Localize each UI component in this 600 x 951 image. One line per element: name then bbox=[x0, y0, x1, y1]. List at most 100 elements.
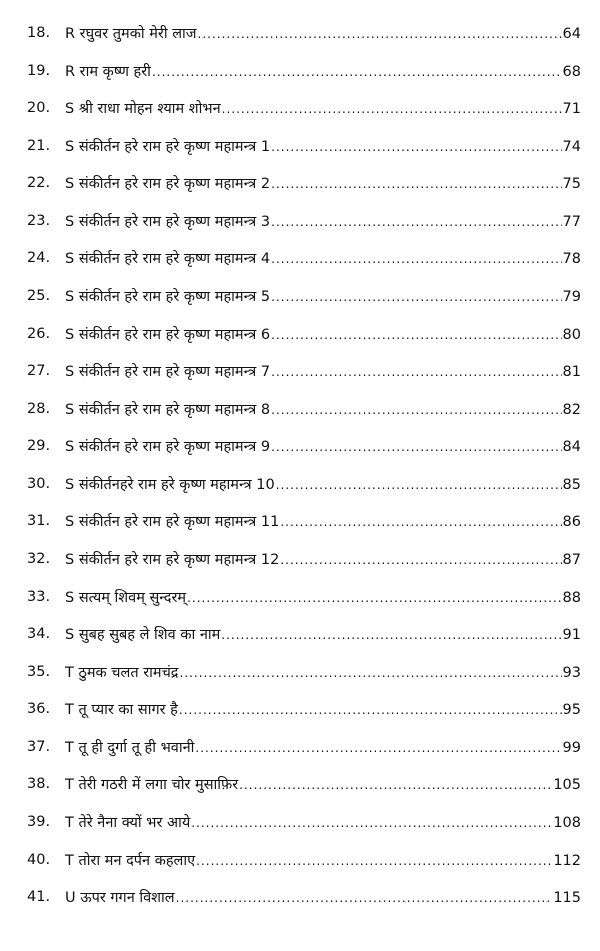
entry-page-number: 74 bbox=[562, 138, 581, 155]
entry-title: S संकीर्तन हरे राम हरे कृष्ण महामन्त्र 1 bbox=[65, 138, 271, 155]
entry-line: S संकीर्तनहरे राम हरे कृष्ण महामन्त्र 10… bbox=[65, 474, 581, 494]
toc-entry: 27. S संकीर्तन हरे राम हरे कृष्ण महामन्त्… bbox=[0, 356, 600, 386]
entry-page-number: 71 bbox=[562, 101, 581, 118]
dot-leader bbox=[271, 290, 561, 304]
entry-number: 41. bbox=[27, 889, 51, 906]
entry-number: 36. bbox=[27, 701, 51, 718]
entry-title: R राम कृष्ण हरी bbox=[65, 63, 151, 80]
entry-title: T तोरा मन दर्पन कहलाए bbox=[65, 852, 196, 869]
entry-number: 18. bbox=[27, 25, 51, 41]
dot-leader bbox=[152, 65, 562, 79]
dot-leader bbox=[198, 27, 562, 41]
dot-leader bbox=[271, 252, 561, 266]
toc-entry: 20. S श्री राधा मोहन श्याम शोभन 71 bbox=[0, 93, 600, 123]
entry-line: S संकीर्तन हरे राम हरे कृष्ण महामन्त्र 7… bbox=[65, 361, 581, 381]
entry-title: S संकीर्तन हरे राम हरे कृष्ण महामन्त्र 1… bbox=[65, 514, 280, 531]
entry-line: T तोरा मन दर्पन कहलाए 112 bbox=[65, 850, 581, 870]
entry-page-number: 95 bbox=[562, 702, 581, 719]
dot-leader bbox=[271, 177, 561, 191]
entry-line: T ठुमक चलत रामचंद्र 93 bbox=[65, 662, 581, 682]
toc-entry: 19. R राम कृष्ण हरी 68 bbox=[0, 56, 600, 86]
dot-leader bbox=[179, 703, 562, 717]
entry-page-number: 108 bbox=[553, 814, 581, 831]
entry-line: S सुबह सुबह ले शिव का नाम 91 bbox=[65, 624, 581, 644]
toc-entry: 28. S संकीर्तन हरे राम हरे कृष्ण महामन्त्… bbox=[0, 394, 600, 424]
dot-leader bbox=[222, 102, 562, 116]
entry-title: S संकीर्तनहरे राम हरे कृष्ण महामन्त्र 10 bbox=[65, 476, 275, 493]
entry-number: 25. bbox=[27, 287, 51, 304]
entry-number: 33. bbox=[27, 588, 51, 605]
dot-leader bbox=[271, 440, 561, 454]
entry-title: S सुबह सुबह ले शिव का नाम bbox=[65, 627, 221, 644]
dot-leader bbox=[179, 666, 561, 680]
toc-entry: 37. T तू ही दुर्गा तू ही भवानी 99 bbox=[0, 732, 600, 762]
dot-leader bbox=[187, 591, 561, 605]
dot-leader bbox=[239, 778, 552, 792]
entry-page-number: 88 bbox=[562, 589, 581, 606]
entry-number: 26. bbox=[27, 325, 51, 342]
entry-title: S श्री राधा मोहन श्याम शोभन bbox=[65, 101, 221, 118]
dot-leader bbox=[176, 891, 553, 905]
entry-page-number: 115 bbox=[553, 890, 581, 907]
entry-page-number: 86 bbox=[562, 514, 581, 531]
entry-title: S संकीर्तन हरे राम हरे कृष्ण महामन्त्र 1… bbox=[65, 551, 280, 568]
toc-entry: 18. R रघुवर तुमको मेरी लाज 64 bbox=[0, 18, 600, 48]
entry-line: T तू ही दुर्गा तू ही भवानी 99 bbox=[65, 737, 581, 757]
entry-page-number: 105 bbox=[553, 777, 581, 794]
entry-page-number: 77 bbox=[562, 213, 581, 230]
toc-entry: 41. U ऊपर गगन विशाल 115 bbox=[0, 882, 600, 912]
entry-page-number: 82 bbox=[562, 401, 581, 418]
entry-number: 27. bbox=[27, 363, 51, 380]
entry-title: S संकीर्तन हरे राम हरे कृष्ण महामन्त्र 5 bbox=[65, 288, 271, 305]
entry-line: S संकीर्तन हरे राम हरे कृष्ण महामन्त्र 5… bbox=[65, 286, 581, 306]
entry-number: 35. bbox=[27, 663, 51, 680]
entry-page-number: 68 bbox=[562, 63, 581, 80]
entry-number: 24. bbox=[27, 250, 51, 267]
entry-title: S संकीर्तन हरे राम हरे कृष्ण महामन्त्र 4 bbox=[65, 251, 271, 268]
entry-title: S सत्यम् शिवम् सुन्दरम् bbox=[65, 589, 187, 606]
entry-page-number: 80 bbox=[562, 326, 581, 343]
entry-page-number: 85 bbox=[562, 476, 581, 493]
entry-line: T तेरे नैना क्यों भर आये 108 bbox=[65, 812, 581, 832]
entry-page-number: 91 bbox=[562, 627, 581, 644]
entry-line: R रघुवर तुमको मेरी लाज 64 bbox=[65, 23, 581, 43]
dot-leader bbox=[271, 365, 561, 379]
entry-title: S संकीर्तन हरे राम हरे कृष्ण महामन्त्र 3 bbox=[65, 213, 271, 230]
dot-leader bbox=[271, 215, 561, 229]
dot-leader bbox=[221, 628, 561, 642]
entry-number: 23. bbox=[27, 212, 51, 229]
entry-number: 21. bbox=[27, 137, 51, 154]
toc-entry: 40. T तोरा मन दर्पन कहलाए 112 bbox=[0, 845, 600, 875]
entry-line: S संकीर्तन हरे राम हरे कृष्ण महामन्त्र 6… bbox=[65, 324, 581, 344]
dot-leader bbox=[276, 478, 562, 492]
dot-leader bbox=[196, 854, 552, 868]
entry-number: 39. bbox=[27, 813, 51, 830]
entry-page-number: 75 bbox=[562, 176, 581, 193]
entry-page-number: 64 bbox=[562, 26, 581, 42]
entry-line: T तू प्यार का सागर है 95 bbox=[65, 699, 581, 719]
dot-leader bbox=[195, 741, 561, 755]
entry-title: S संकीर्तन हरे राम हरे कृष्ण महामन्त्र 8 bbox=[65, 401, 271, 418]
entry-page-number: 79 bbox=[562, 288, 581, 305]
entry-number: 38. bbox=[27, 776, 51, 793]
entry-page-number: 99 bbox=[562, 739, 581, 756]
entry-title: S संकीर्तन हरे राम हरे कृष्ण महामन्त्र 7 bbox=[65, 364, 271, 381]
toc-entry: 36. T तू प्यार का सागर है 95 bbox=[0, 694, 600, 724]
entry-number: 30. bbox=[27, 475, 51, 492]
dot-leader bbox=[271, 328, 561, 342]
entry-title: T तू ही दुर्गा तू ही भवानी bbox=[65, 739, 195, 756]
entry-line: S संकीर्तन हरे राम हरे कृष्ण महामन्त्र 3… bbox=[65, 211, 581, 231]
entry-number: 19. bbox=[27, 62, 51, 79]
entry-title: T तेरी गठरी में लगा चोर मुसाफ़िर bbox=[65, 777, 239, 794]
entry-number: 31. bbox=[27, 513, 51, 530]
entry-line: S संकीर्तन हरे राम हरे कृष्ण महामन्त्र 8… bbox=[65, 399, 581, 419]
dot-leader bbox=[280, 553, 561, 567]
toc-entry: 32. S संकीर्तन हरे राम हरे कृष्ण महामन्त्… bbox=[0, 544, 600, 574]
entry-title: S संकीर्तन हरे राम हरे कृष्ण महामन्त्र 2 bbox=[65, 176, 271, 193]
toc-entry: 35. T ठुमक चलत रामचंद्र 93 bbox=[0, 657, 600, 687]
entry-line: S संकीर्तन हरे राम हरे कृष्ण महामन्त्र 9… bbox=[65, 436, 581, 456]
entry-line: S संकीर्तन हरे राम हरे कृष्ण महामन्त्र 2… bbox=[65, 173, 581, 193]
toc-entry: 25. S संकीर्तन हरे राम हरे कृष्ण महामन्त्… bbox=[0, 281, 600, 311]
toc-entry: 24. S संकीर्तन हरे राम हरे कृष्ण महामन्त्… bbox=[0, 243, 600, 273]
entry-number: 32. bbox=[27, 550, 51, 567]
